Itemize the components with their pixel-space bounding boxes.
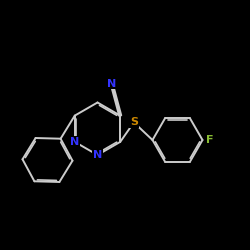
Text: N: N xyxy=(93,150,102,160)
Text: F: F xyxy=(206,135,214,145)
Text: N: N xyxy=(107,78,116,88)
Text: S: S xyxy=(130,118,138,128)
Text: N: N xyxy=(70,137,80,147)
